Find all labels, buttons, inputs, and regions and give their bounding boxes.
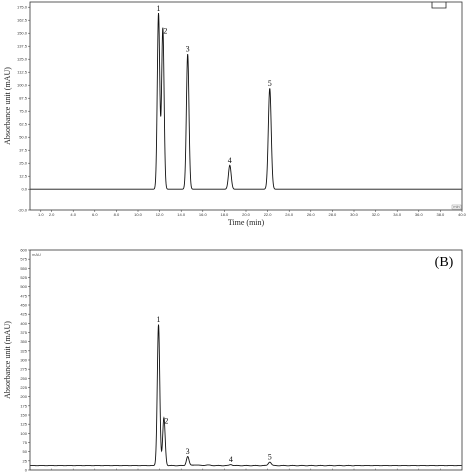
y-tick-label: 0.0 xyxy=(21,187,27,192)
x-tick-label: 36.0 xyxy=(415,212,424,217)
x-tick-label: 22.0 xyxy=(264,212,273,217)
x-tick-label: 30.0 xyxy=(350,212,359,217)
peak-label-1: 1 xyxy=(157,4,161,13)
peak-label-4: 4 xyxy=(229,455,233,464)
y-tick-label: 525 xyxy=(20,275,27,280)
x-tick-label: 40.0 xyxy=(458,212,467,217)
y-tick-label: 550 xyxy=(20,266,27,271)
y-tick-label: 500 xyxy=(20,284,27,289)
y-tick-label: 150 xyxy=(20,413,27,418)
peak-label-5: 5 xyxy=(268,79,272,88)
x-tick-label: 20.0 xyxy=(242,212,251,217)
chromatogram-trace xyxy=(30,13,462,190)
x-tick-label: 26.0 xyxy=(307,212,316,217)
chart-panel-1: -20.0 0.0 12.5 25.0 37.5 50.0 62.5 75.0 87.5 100.… xyxy=(3,1,467,227)
y-tick-label: -20.0 xyxy=(18,208,28,213)
peak-label-5: 5 xyxy=(268,452,272,461)
x-tick-label: 14.0 xyxy=(177,212,186,217)
y-tick-label: 25 xyxy=(23,458,28,463)
y-tick-label: 475 xyxy=(20,293,27,298)
y-tick-label: 62.5 xyxy=(19,122,28,127)
y-tick-label: 87.5 xyxy=(19,96,28,101)
y-axis-label: Absorbance unit (mAU) xyxy=(3,67,12,145)
x-tick-label: 24.0 xyxy=(285,212,294,217)
x-tick-label: 8.0 xyxy=(114,212,120,217)
y-tick-label: 400 xyxy=(20,321,27,326)
peak-label-2: 2 xyxy=(164,416,168,425)
x-tick-label: 10.0 xyxy=(134,212,143,217)
y-tick-label: 175.0 xyxy=(17,5,28,10)
x-tick-label: 38.0 xyxy=(437,212,446,217)
y-tick-label: 162.5 xyxy=(17,18,28,23)
y-tick-label: 200 xyxy=(20,394,27,399)
y-tick-label: 0 xyxy=(25,468,28,473)
y-tick-label: 150.0 xyxy=(17,31,28,36)
y-tick-label: 600 xyxy=(20,248,27,253)
y-tick-label: 300 xyxy=(20,358,27,363)
x-tick-label: 18.0 xyxy=(221,212,230,217)
x-tick-label: 2.0 xyxy=(49,212,55,217)
y-tick-label: 25.0 xyxy=(19,161,28,166)
y-tick-label: 450 xyxy=(20,303,27,308)
y-tick-label: 125.0 xyxy=(17,57,28,62)
y-tick-label: 350 xyxy=(20,339,27,344)
y-tick-label: 37.5 xyxy=(19,148,28,153)
x-tick-label: 32.0 xyxy=(372,212,381,217)
plot-frame xyxy=(29,1,463,211)
y-tick-label: 100 xyxy=(20,431,27,436)
y-tick-label: 137.5 xyxy=(17,44,28,49)
x-tick-label: 4.0 xyxy=(70,212,76,217)
x-tick-label: 34.0 xyxy=(393,212,402,217)
y-tick-label: 100.0 xyxy=(17,83,28,88)
peak-label-4: 4 xyxy=(228,156,232,165)
x-tick-label: 12.0 xyxy=(156,212,165,217)
x-axis-label: Time (min) xyxy=(228,218,265,227)
x-tick-label: 16.0 xyxy=(199,212,208,217)
min-tag-box xyxy=(451,204,462,210)
unit-tag: mAU xyxy=(32,252,41,257)
y-tick-label: 75 xyxy=(23,440,28,445)
y-tick-label: 375 xyxy=(20,330,27,335)
x-tick-label: 1.0 xyxy=(38,212,44,217)
y-tick-label: 175 xyxy=(20,403,27,408)
y-axis-label: Absorbance unit (mAU) xyxy=(3,321,12,399)
y-tick-label: 125 xyxy=(20,422,27,427)
y-tick-label: 50 xyxy=(23,449,28,454)
y-tick-label: 112.5 xyxy=(17,70,27,75)
peak-label-3: 3 xyxy=(186,447,190,456)
y-tick-label: 275 xyxy=(20,367,27,372)
y-tick-label: 250 xyxy=(20,376,27,381)
panel-label-box xyxy=(431,2,447,9)
x-tick-label: 28.0 xyxy=(329,212,338,217)
y-tick-label: 425 xyxy=(20,312,27,317)
plot-frame xyxy=(29,249,463,471)
x-tick-label: 6.0 xyxy=(92,212,98,217)
y-tick-label: 75.0 xyxy=(19,109,28,114)
x-end-tag: min xyxy=(453,204,459,209)
chart-panel-2: 0255075100125150175200225250275300325350… xyxy=(3,248,463,473)
y-tick-label: 225 xyxy=(20,385,27,390)
y-tick-label: 12.5 xyxy=(19,174,28,179)
panel-label: (B) xyxy=(435,255,454,270)
peak-label-2: 2 xyxy=(163,27,167,36)
peak-label-3: 3 xyxy=(186,45,190,54)
chromatogram-trace xyxy=(30,324,462,467)
y-tick-label: 325 xyxy=(20,348,27,353)
y-tick-label: 575 xyxy=(20,257,27,262)
y-tick-label: 50.0 xyxy=(19,135,28,140)
peak-label-1: 1 xyxy=(157,315,161,324)
